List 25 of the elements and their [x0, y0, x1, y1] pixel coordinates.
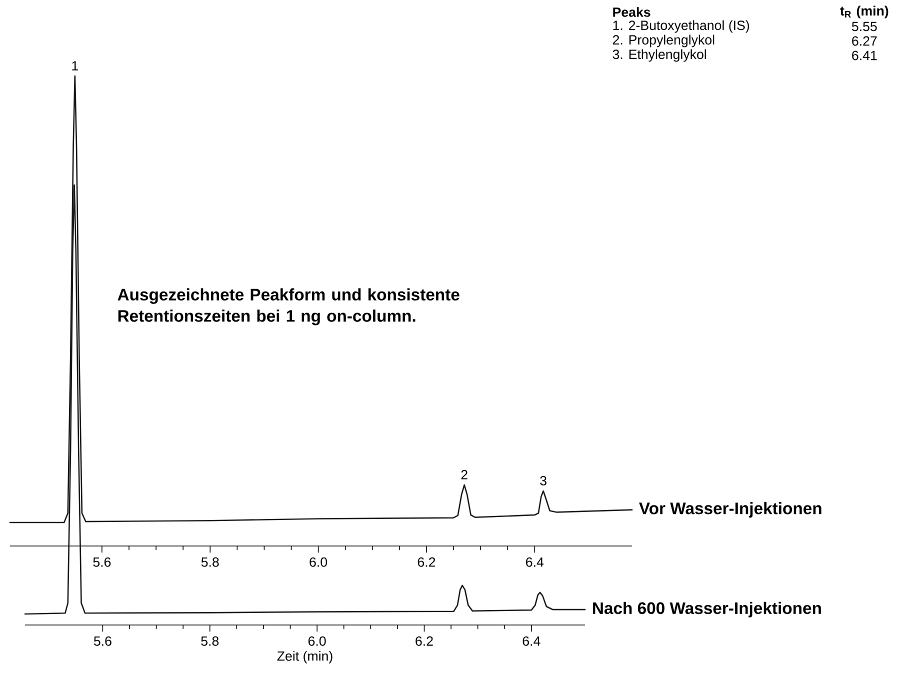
text: 1. 2-Butoxyethanol (IS): [613, 20, 750, 33]
annotation: Ausgezeichnete Peakform und konsistente Retentionszeiten bei 1 ng on-column.: [118, 288, 460, 326]
text: 6.41: [852, 50, 877, 60]
x-tick-label: 5.6: [93, 557, 111, 567]
x-tick-label: 6.2: [416, 636, 433, 646]
x-tick-label: 5.6: [94, 636, 112, 646]
x-tick-label: 6.0: [308, 636, 326, 646]
x-axis-title: Zeit (min): [277, 650, 332, 664]
text: 2. Propylenglykol: [612, 34, 714, 48]
x-tick-label: 5.8: [201, 636, 219, 646]
text: Peaks: [613, 7, 650, 17]
annotation: 2: [461, 470, 468, 480]
x-tick-label: 5.8: [201, 557, 219, 567]
series-label: Vor Wasser-Injektionen: [639, 502, 822, 518]
series-label: Nach 600 Wasser-Injektionen: [593, 602, 821, 618]
x-tick-label: 6.4: [526, 557, 544, 567]
x-tick-label: 6.2: [418, 557, 436, 567]
annotation: 3: [540, 476, 546, 486]
text: 6.27: [852, 36, 877, 46]
x-tick-label: 6.0: [310, 557, 328, 567]
x-tick-label: 6.4: [522, 636, 540, 646]
text: 5.55: [852, 22, 877, 32]
annotation: 1: [72, 61, 78, 70]
text: t$_{R}$ (min): [840, 6, 888, 18]
text: 3. Ethylenglykol: [612, 49, 706, 62]
